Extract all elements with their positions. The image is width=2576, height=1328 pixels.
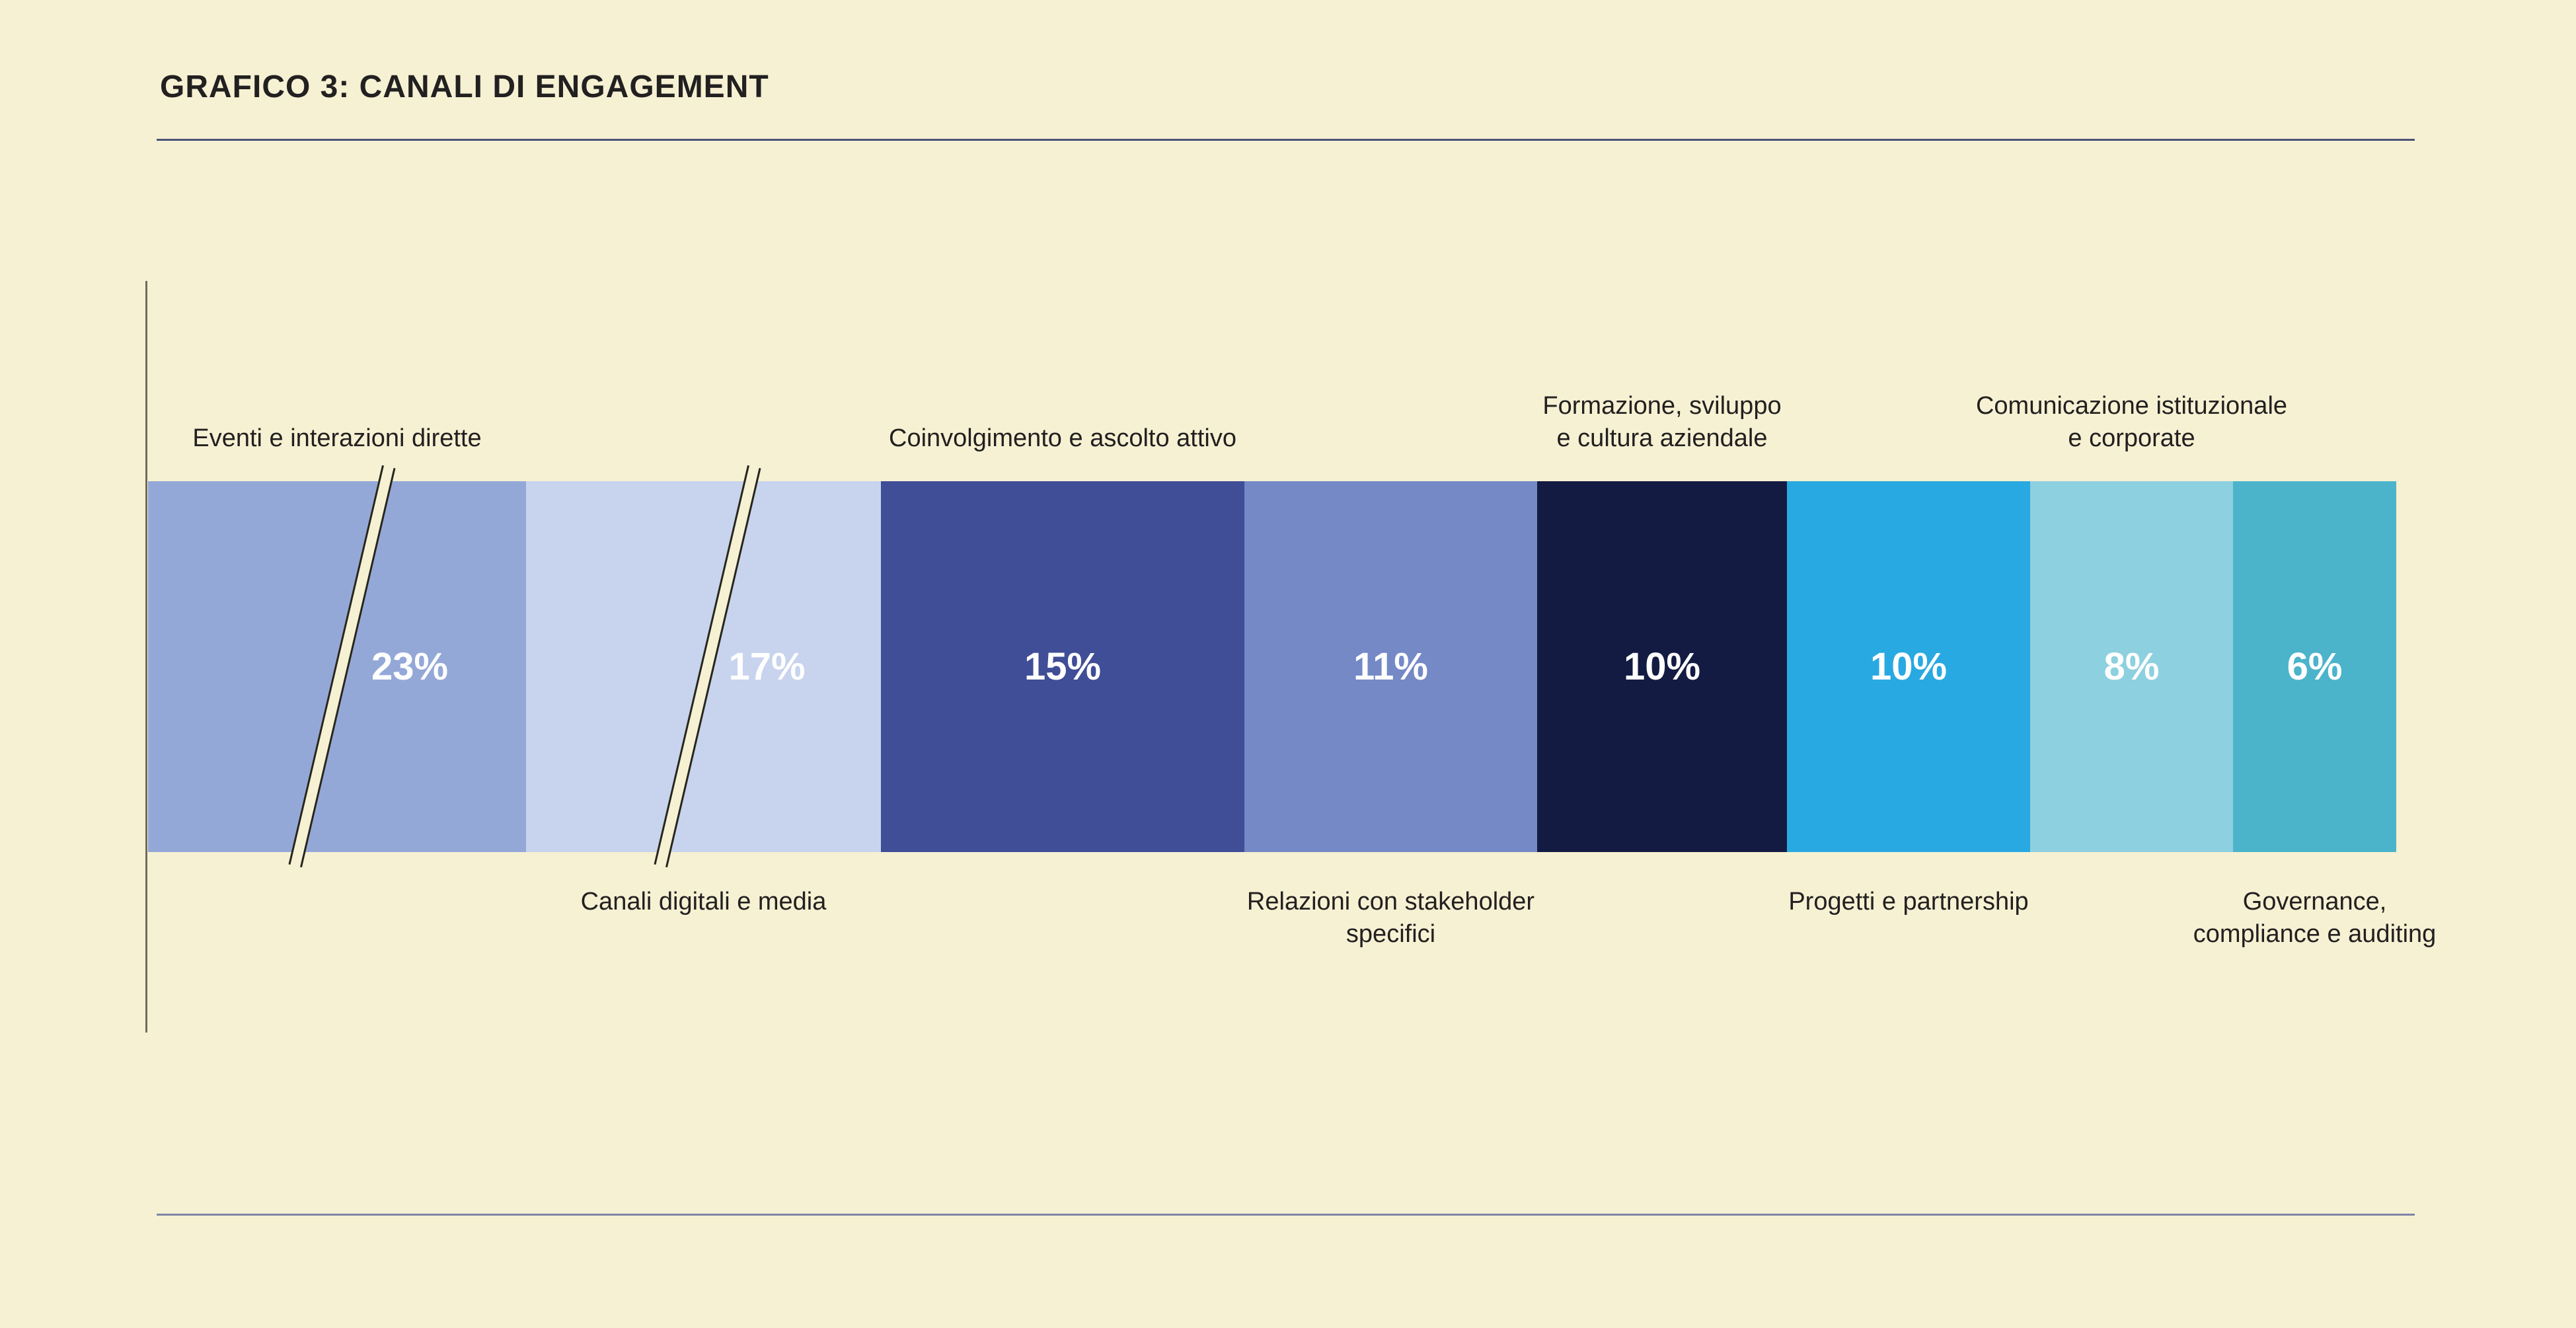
- segment-value-label: 23%: [371, 645, 449, 688]
- category-label-line: e corporate: [2068, 424, 2195, 452]
- chart-title: GRAFICO 3: CANALI DI ENGAGEMENT: [160, 69, 769, 104]
- top-rule: [157, 139, 2415, 141]
- category-label-line: Comunicazione istituzionale: [1975, 392, 2288, 420]
- segment-5: 10%: [1537, 481, 1787, 852]
- segment-6: 10%: [1787, 481, 2030, 852]
- segment-value-label: 10%: [1623, 645, 1701, 688]
- category-label-line: Formazione, sviluppo: [1542, 392, 1782, 420]
- segment-4: 11%: [1244, 481, 1537, 852]
- category-label-8: Governance, compliance e auditing: [2193, 886, 2437, 951]
- segment-value-label: 8%: [2103, 645, 2160, 688]
- segment-value-label: 17%: [728, 645, 806, 688]
- category-label-line: Eventi e interazioni dirette: [192, 424, 482, 452]
- bottom-rule: [157, 1214, 2415, 1216]
- segment-value-label: 11%: [1353, 645, 1428, 688]
- segment-value-label: 15%: [1024, 645, 1102, 688]
- category-label-6: Progetti e partnership: [1788, 886, 2028, 918]
- category-label-1: Eventi e interazioni dirette: [192, 422, 481, 455]
- category-label-5: Formazione, sviluppo e cultura aziendale: [1542, 390, 1781, 455]
- stacked-bar: 23% 17% 15% 11% 10% 10% 8% 6%: [148, 465, 2396, 868]
- category-label-3: Coinvolgimento e ascolto attivo: [889, 422, 1236, 455]
- segment-3: 15%: [881, 481, 1244, 852]
- segment-value-label: 6%: [2287, 645, 2343, 688]
- category-label-line: Progetti e partnership: [1788, 888, 2029, 916]
- category-label-line: Relazioni con stakeholder: [1246, 888, 1535, 916]
- segment-value-label: 10%: [1870, 645, 1948, 688]
- category-label-7: Comunicazione istituzionale e corporate: [1976, 390, 2287, 455]
- category-label-2: Canali digitali e media: [581, 886, 827, 918]
- category-label-line: e cultura aziendale: [1556, 424, 1768, 452]
- segment-7: 8%: [2030, 481, 2233, 852]
- category-label-4: Relazioni con stakeholder specifici: [1247, 886, 1534, 951]
- category-label-line: Coinvolgimento e ascolto attivo: [889, 424, 1236, 452]
- segment-2: 17%: [526, 481, 881, 852]
- category-label-line: compliance e auditing: [2193, 920, 2437, 948]
- category-label-line: Canali digitali e media: [580, 888, 827, 916]
- category-label-line: specifici: [1345, 920, 1436, 948]
- segment-8: 6%: [2233, 481, 2396, 852]
- category-label-line: Governance,: [2242, 888, 2387, 916]
- y-axis-line: [145, 281, 147, 1033]
